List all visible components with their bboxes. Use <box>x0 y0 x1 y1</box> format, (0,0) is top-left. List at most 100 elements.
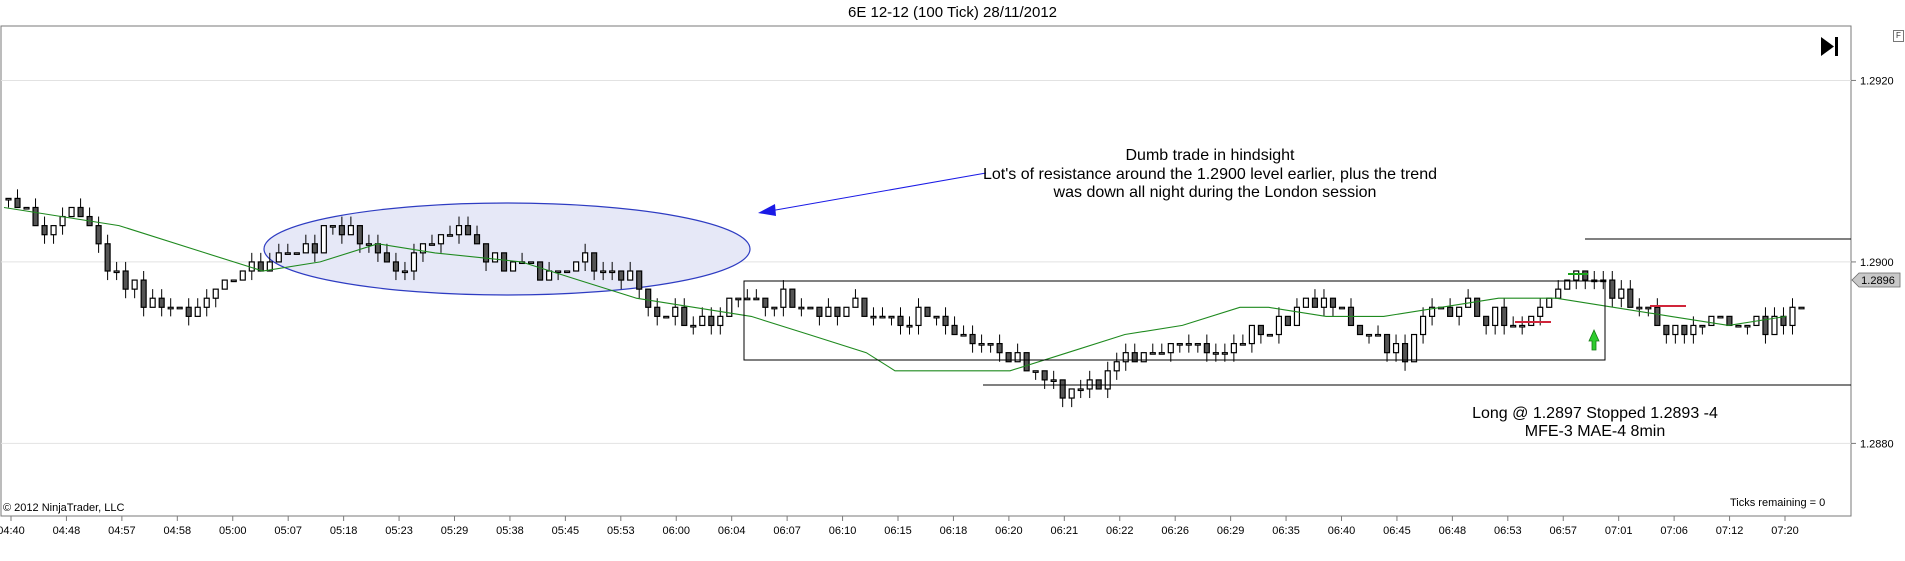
candle-body <box>879 315 886 319</box>
candle-body <box>798 306 805 310</box>
x-tick-label: 05:38 <box>496 525 524 537</box>
candle-body <box>753 297 760 301</box>
candle-body <box>1221 352 1228 355</box>
candle-body <box>1050 379 1057 382</box>
candle-body <box>735 297 742 301</box>
x-tick-label: 05:18 <box>330 525 358 537</box>
x-tick-label: 05:53 <box>607 525 635 537</box>
candle-body <box>77 206 84 218</box>
candle-body <box>1320 297 1328 308</box>
candle-body <box>338 225 345 236</box>
x-tick-label: 06:29 <box>1217 525 1245 537</box>
candle-body <box>1311 297 1319 308</box>
x-tick-label: 06:22 <box>1106 525 1134 537</box>
candle-body <box>293 252 300 255</box>
candle-body <box>915 306 922 327</box>
candle-body <box>1555 288 1562 299</box>
candle-body <box>825 306 832 317</box>
x-tick-label: 05:00 <box>219 525 247 537</box>
candle-body <box>1194 342 1201 346</box>
candle-body <box>500 252 508 272</box>
candle-body <box>239 270 246 281</box>
candle-body <box>1699 324 1706 328</box>
candle-body <box>1419 315 1427 336</box>
x-tick-label: 05:07 <box>274 525 302 537</box>
annotation-arrow[interactable] <box>758 172 987 216</box>
candle-body <box>1771 315 1778 336</box>
candle-body <box>1762 315 1769 336</box>
candle-body <box>1086 379 1093 390</box>
candle-body <box>1122 352 1129 363</box>
candle-body <box>1726 315 1733 327</box>
candle-body <box>1176 342 1183 346</box>
y-tick-label: 1.2880 <box>1860 438 1894 450</box>
candle-body <box>1410 333 1418 363</box>
candle-body <box>591 252 598 272</box>
f-button[interactable]: F <box>1893 30 1904 42</box>
candle-body <box>1383 333 1391 354</box>
candle-body <box>1663 324 1670 336</box>
candle-body <box>230 279 237 283</box>
candle-body <box>744 297 751 301</box>
candle-body <box>5 197 12 201</box>
candle-body <box>1356 324 1364 336</box>
y-tick-label: 1.2900 <box>1860 257 1894 269</box>
candle-body <box>158 297 165 308</box>
x-tick-label: 06:45 <box>1383 525 1411 537</box>
candle-body <box>365 243 372 246</box>
candle-body <box>392 261 400 272</box>
copyright-text: © 2012 NinjaTrader, LLC <box>3 502 125 514</box>
candle-body <box>528 261 535 265</box>
candle-body <box>978 342 985 346</box>
x-tick-label: 06:20 <box>995 525 1023 537</box>
price-axis: 1.2920 1.2900 1.2880 <box>1851 75 1894 450</box>
x-tick-label: 07:01 <box>1605 525 1633 537</box>
candle-body <box>437 234 445 245</box>
candle-body <box>221 279 228 290</box>
candle-body <box>203 297 210 308</box>
candle-body <box>1239 342 1246 346</box>
candle-body <box>996 342 1003 354</box>
candle-body <box>564 270 571 274</box>
x-tick-label: 07:12 <box>1716 525 1744 537</box>
candle-body <box>852 297 859 308</box>
candle-body <box>446 234 454 237</box>
x-tick-label: 06:04 <box>718 525 746 537</box>
candle-body <box>1068 388 1075 399</box>
skip-to-end-icon[interactable] <box>1821 37 1838 56</box>
candle-body <box>401 270 409 274</box>
candle-body <box>311 243 318 254</box>
candle-body <box>140 279 147 308</box>
candle-body <box>1798 306 1805 310</box>
candle-body <box>960 333 967 337</box>
x-tick-label: 05:23 <box>385 525 413 537</box>
candle-body <box>1582 270 1589 281</box>
candle-body <box>1257 324 1264 336</box>
candle-body <box>1113 361 1120 372</box>
ticks-remaining-text: Ticks remaining = 0 <box>1730 497 1826 509</box>
candle-body <box>618 270 625 281</box>
candle-body <box>374 243 381 254</box>
candle-body <box>780 288 787 308</box>
candle-body <box>1293 306 1301 327</box>
candle-body <box>1528 315 1535 327</box>
candle-body <box>41 225 48 236</box>
candle-body <box>1447 306 1454 317</box>
resistance-ellipse[interactable] <box>263 202 751 296</box>
candle-body <box>1104 370 1111 390</box>
candle-body <box>1095 379 1102 390</box>
candle-body <box>1077 388 1084 392</box>
range-box[interactable] <box>743 280 1606 361</box>
candle-body <box>1627 288 1634 308</box>
candle-body <box>212 288 219 299</box>
candle-body <box>807 306 814 310</box>
candle-body <box>708 315 715 327</box>
candle-body <box>546 270 553 281</box>
candle-body <box>771 306 778 310</box>
candle-body <box>1230 342 1237 354</box>
candle-body <box>68 206 75 218</box>
candle-body <box>1392 342 1400 354</box>
candle-body <box>843 306 850 317</box>
x-tick-label: 04:48 <box>53 525 81 537</box>
